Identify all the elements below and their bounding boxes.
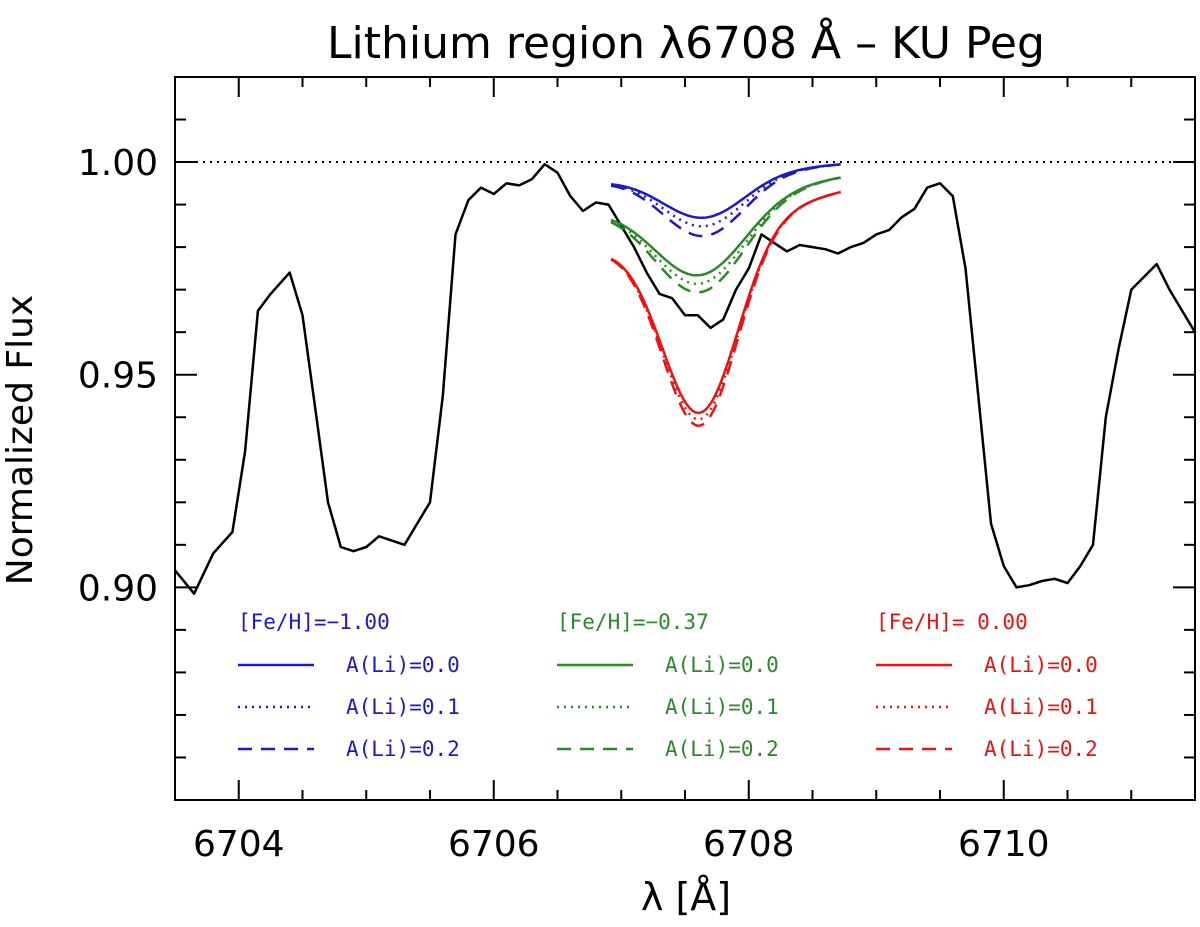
model-line-0-solid [610, 163, 841, 220]
y-tick-label: 0.90 [78, 568, 158, 609]
model-line-0-dashed [610, 163, 841, 238]
x-tick-label: 6706 [448, 824, 540, 865]
x-tick-label: 6708 [703, 824, 795, 865]
x-axis-label: λ [Å] [641, 875, 731, 919]
y-tick-label: 1.00 [78, 143, 158, 184]
legend-title-feh: [Fe/H]= 0.00 [876, 610, 1028, 634]
plot-area: 6704 6706 6708 6710 0.90 0.95 1.00 [Fe/H]=−1.00… [78, 76, 1197, 865]
legend-title-feh: [Fe/H]=−0.37 [557, 610, 709, 634]
legend-title-feh: [Fe/H]=−1.00 [238, 610, 390, 634]
y-axis-label: Normalized Flux [0, 295, 41, 585]
legend-label-ali: A(Li)=0.2 [984, 737, 1098, 761]
legend-label-ali: A(Li)=0.1 [665, 695, 779, 719]
model-line-2-dashed [610, 190, 841, 427]
legend-label-ali: A(Li)=0.2 [346, 737, 460, 761]
plot-frame [174, 76, 1196, 801]
x-tick-label: 6710 [958, 824, 1050, 865]
model-line-1-solid [610, 176, 841, 277]
legend-label-ali: A(Li)=0.1 [984, 695, 1098, 719]
model-line-2-solid [610, 190, 841, 415]
legend-label-ali: A(Li)=0.0 [665, 653, 779, 677]
chart-title: Lithium region λ6708 Å – KU Peg [327, 16, 1045, 69]
model-line-0-dotted [610, 163, 841, 228]
model-line-1-dashed [610, 176, 841, 294]
y-tick-label: 0.95 [78, 356, 158, 397]
x-tick-label: 6704 [193, 824, 285, 865]
legend-label-ali: A(Li)=0.1 [346, 695, 460, 719]
legend-label-ali: A(Li)=0.0 [346, 653, 460, 677]
legend-label-ali: A(Li)=0.0 [984, 653, 1098, 677]
observed-spectrum-line [174, 162, 1197, 595]
legend-label-ali: A(Li)=0.2 [665, 737, 779, 761]
